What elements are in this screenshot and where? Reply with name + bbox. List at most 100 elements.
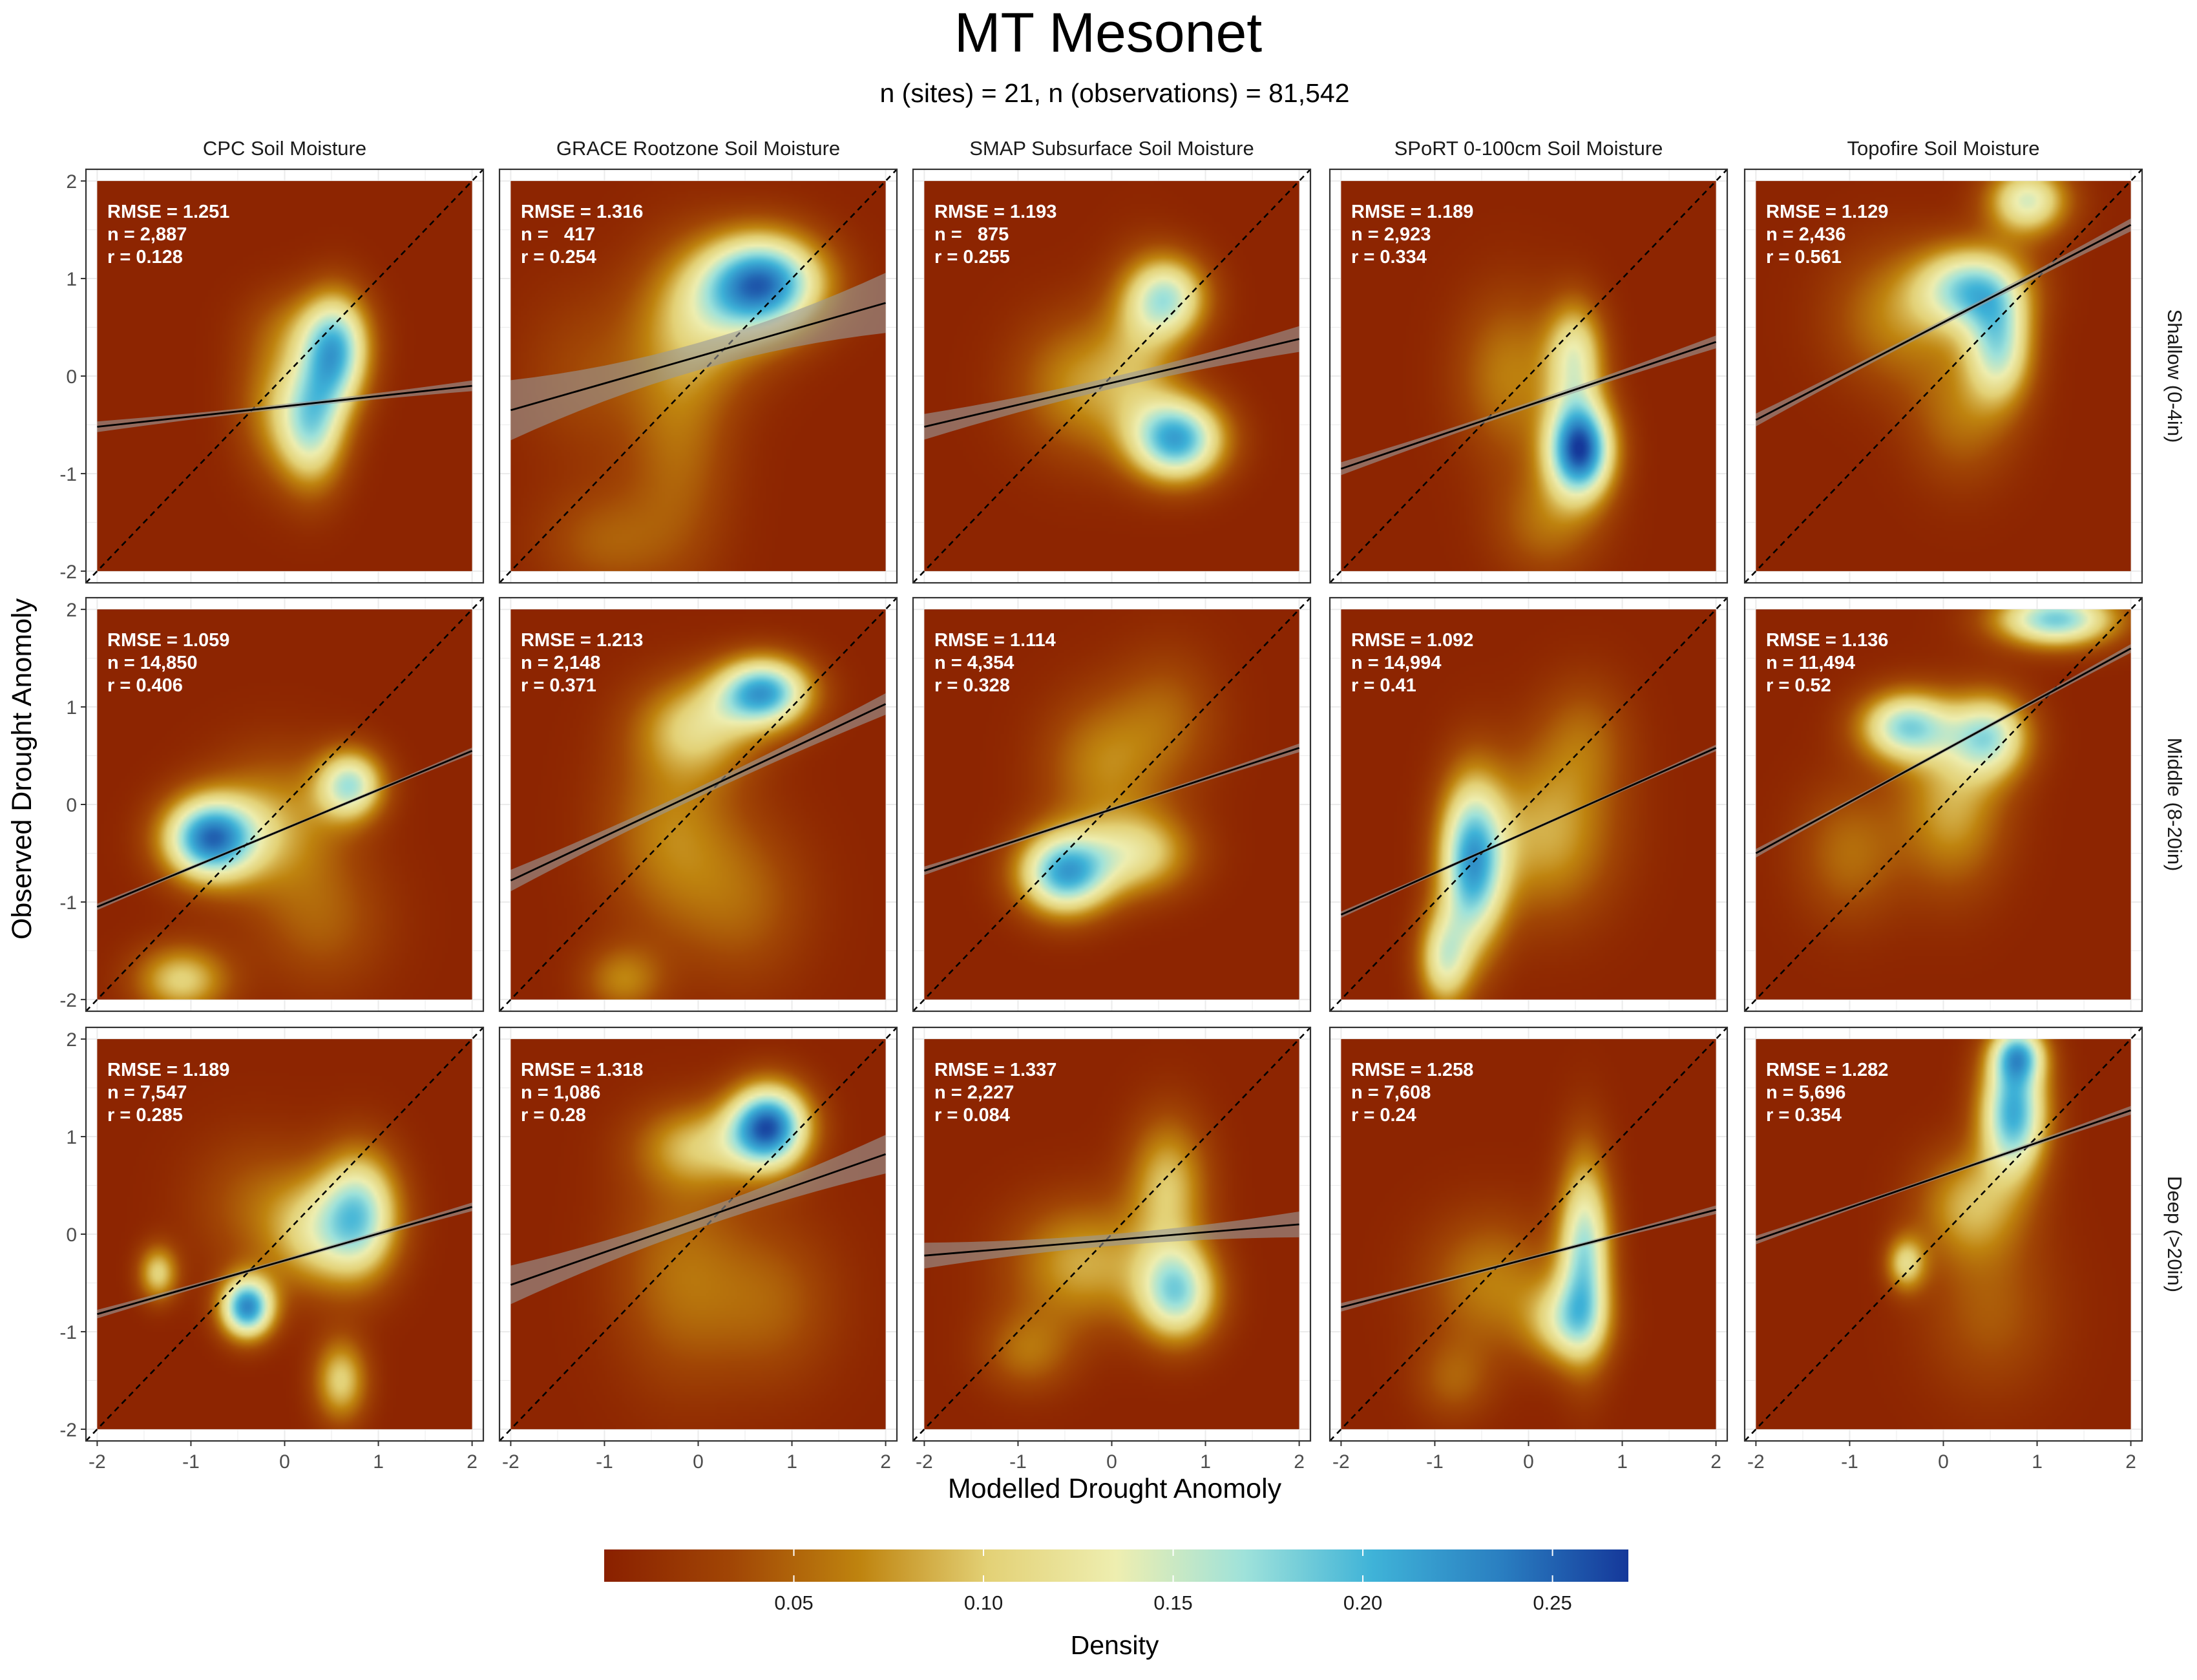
r-value: 0.24 [1380,1105,1416,1126]
n-label: n = 2,148 [521,653,600,673]
chart-title: MT Mesonet [954,2,1262,64]
rmse-label: RMSE = 1.114 [934,630,1056,651]
n-value: 14,994 [1379,653,1442,673]
x-tick-label: 2 [1294,1451,1305,1473]
x-tick-label: 0 [1106,1451,1117,1473]
rmse-value: 1.318 [596,1060,644,1080]
column-label: CPC Soil Moisture [203,137,366,160]
one-to-one-line [912,1027,1311,1442]
rmse-label: RMSE = 1.189 [107,1060,229,1080]
n-value: 2,436 [1794,224,1846,245]
rmse-value: 1.193 [1010,202,1057,222]
r-value: 0.561 [1794,247,1842,268]
n-value: 14,850 [135,653,198,673]
r-label: r = 0.52 [1766,675,1831,696]
rmse-label: RMSE = 1.129 [1766,202,1888,222]
r-label: r = 0.328 [934,675,1010,696]
panel-border [1743,596,2143,1013]
r-value: 0.354 [1794,1105,1842,1126]
x-tick-label: -1 [182,1451,200,1473]
r-label: r = 0.354 [1766,1105,1842,1126]
regression-line [924,338,1299,428]
rmse-label: RMSE = 1.136 [1766,630,1888,651]
rmse-value: 1.213 [596,630,644,651]
density-legend: 0.05 0.10 0.15 0.20 0.25 Density [604,1549,1628,1660]
regression-line [923,747,1300,872]
legend-title: Density [1071,1630,1159,1660]
x-tick-label: 0 [1938,1451,1949,1473]
rmse-label: RMSE = 1.193 [934,202,1056,222]
rmse-value: 1.258 [1427,1060,1474,1080]
x-tick-label: -1 [1426,1451,1444,1473]
y-tick-label: 0 [66,1224,77,1246]
n-label: n = 11,494 [1766,653,1855,673]
legend-tick-label: 0.20 [1343,1591,1382,1614]
n-label: n = 2,436 [1766,224,1845,245]
n-value: 1,086 [549,1082,601,1103]
x-tick-label: -1 [1841,1451,1858,1473]
rmse-value: 1.136 [1842,630,1889,651]
regression-line [1340,747,1717,916]
rmse-value: 1.092 [1427,630,1474,651]
one-to-one-line [499,1027,898,1442]
regression-line [1755,224,2132,421]
n-label: n = 7,547 [107,1082,187,1103]
one-to-one-line [1744,169,2143,583]
n-value: 4,354 [962,653,1014,673]
n-value: 875 [962,224,1009,245]
y-tick-label: -2 [59,562,77,583]
y-tick-label: -1 [59,1322,77,1343]
regression-line [1340,341,1717,470]
y-tick-label: -2 [59,990,77,1011]
regression-line [510,302,886,412]
y-tick-label: 1 [66,1127,77,1148]
n-label: n = 1,086 [521,1082,600,1103]
r-label: r = 0.24 [1351,1105,1416,1126]
one-to-one-line [912,169,1311,583]
r-value: 0.52 [1794,675,1831,696]
r-label: r = 0.084 [934,1105,1010,1126]
regression-line [1341,1208,1716,1308]
one-to-one-line [1329,1027,1728,1442]
x-tick-label: -2 [89,1451,106,1473]
row-label: Middle (8-20in) [2163,738,2186,872]
r-label: r = 0.254 [521,247,596,268]
panel-border [498,168,898,584]
rmse-value: 1.337 [1010,1060,1057,1080]
rmse-label: RMSE = 1.337 [934,1060,1056,1080]
row-label: Shallow (0-4in) [2163,310,2186,443]
n-label: n = 417 [521,224,595,245]
n-value: 2,887 [135,224,187,245]
x-tick-label: 0 [1523,1451,1534,1473]
r-value: 0.084 [963,1105,1010,1126]
column-label: GRACE Rootzone Soil Moisture [556,137,840,160]
r-value: 0.254 [549,247,596,268]
n-value: 417 [549,224,596,245]
y-tick-label: 2 [66,1029,77,1051]
x-tick-label: 1 [2032,1451,2043,1473]
n-label: n = 2,923 [1351,224,1431,245]
n-label: n = 2,887 [107,224,187,245]
panel-border [1743,168,2143,584]
n-value: 2,227 [962,1082,1014,1103]
rmse-label: RMSE = 1.092 [1351,630,1473,651]
y-tick-label: -1 [59,464,77,485]
one-to-one-line [1329,169,1728,583]
y-tick-label: 2 [66,600,77,621]
r-label: r = 0.285 [107,1105,183,1126]
r-label: r = 0.255 [934,247,1010,268]
x-tick-label: 2 [2125,1451,2136,1473]
r-label: r = 0.41 [1351,675,1416,696]
n-label: n = 14,994 [1351,653,1441,673]
n-label: n = 5,696 [1766,1082,1845,1103]
rmse-value: 1.251 [183,202,230,222]
